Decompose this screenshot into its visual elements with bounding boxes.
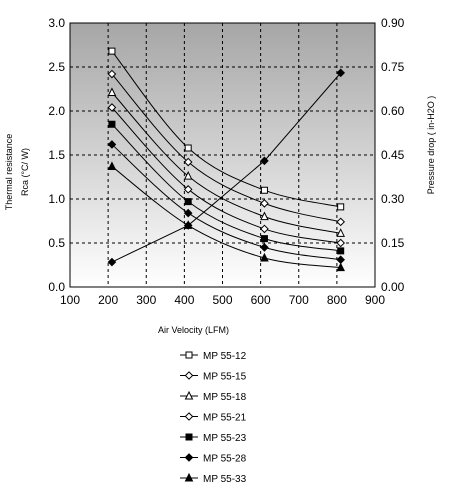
series-line-mp-55-18 [111,92,341,234]
series-line-mp-55-23 [111,123,341,252]
y2-tick-label: 0.00 [381,280,405,294]
y-tick-label: 1.0 [48,192,65,206]
pressure-drop-point [260,156,269,166]
y-tick-label: 3.0 [48,16,65,30]
data-point-mp-55-21 [107,103,117,112]
pressure-drop-point [183,221,193,230]
x-axis-label: Air Velocity (LFM) [158,325,229,335]
legend-label-mp-55-33: MP 55-33 [203,474,247,485]
x-tick-label: 800 [327,293,347,307]
y2-tick-label: 0.60 [381,104,405,118]
data-point-mp-55-18 [183,171,193,180]
y2-tick-label: 0.75 [381,60,405,74]
y-axis-label-line1: Thermal resistance [4,134,14,211]
x-tick-label: 400 [174,293,194,307]
data-point-mp-55-23 [184,198,192,206]
data-point-mp-55-23 [108,120,116,128]
legend-label-mp-55-12: MP 55-12 [203,351,247,362]
y2-tick-label: 0.45 [381,148,405,162]
data-point-mp-55-28 [183,208,193,218]
y2-tick-label: 0.90 [381,16,405,30]
legend-marker-mp-55-21 [184,412,194,421]
legend-label-mp-55-28: MP 55-28 [203,454,247,465]
data-point-mp-55-21 [260,224,269,234]
y2-axis-label: Pressure drop ( in-H2O ) [426,96,436,195]
y-tick-label: 2.5 [48,60,65,74]
data-point-mp-55-12 [337,203,345,211]
y-axis-label-line2: Rca (°C/ W) [20,148,30,196]
data-point-mp-55-15 [336,217,345,227]
x-tick-label: 100 [60,293,80,307]
data-point-mp-55-28 [107,140,117,149]
y2-tick-label: 0.15 [381,236,405,250]
data-point-mp-55-12 [108,47,116,55]
x-tick-label: 900 [365,293,385,307]
legend-marker-mp-55-28 [184,453,194,462]
pressure-drop-line [111,72,342,263]
data-point-mp-55-18 [260,211,269,221]
series-line-mp-55-15 [111,73,341,223]
legend-label-mp-55-15: MP 55-15 [203,372,247,383]
legend-marker-mp-55-12 [185,351,193,359]
x-tick-label: 200 [98,293,118,307]
pressure-drop-point [336,68,345,78]
legend-marker-mp-55-33 [184,472,194,482]
legend-marker-mp-55-15 [184,371,194,380]
y2-tick-label: 0.30 [381,192,405,206]
plot-frame [69,22,376,288]
data-point-mp-55-28 [260,243,269,252]
y-tick-label: 2.0 [48,104,65,118]
tick-labels: 100 200 300 400 500 600 700 800 900 0.0 0.5 1.0 1.5 2… [48,16,404,307]
series-line-mp-55-12 [111,50,341,208]
data-point-mp-55-18 [107,87,117,97]
series-line-mp-55-33 [111,166,341,269]
legend-marker-mp-55-18 [184,390,194,400]
legend-label-mp-55-23: MP 55-23 [203,433,247,444]
data-point-mp-55-12 [260,186,268,194]
data-point-mp-55-12 [184,144,192,152]
x-tick-label: 700 [289,293,309,307]
pressure-drop-point [107,257,117,267]
data-point-mp-55-18 [336,228,345,237]
data-point-mp-55-21 [183,185,193,194]
data-point-mp-55-33 [107,161,117,170]
data-point-mp-55-21 [336,238,345,248]
series-line-mp-55-28 [111,144,341,261]
y-tick-label: 1.5 [48,148,65,162]
legend: MP 55-12 MP 55-15 MP 55-18 MP 55-21 MP 55-23… [180,351,247,485]
data-point-mp-55-33 [260,252,269,262]
legend-marker-mp-55-23 [185,433,193,441]
data-point-mp-55-23 [337,247,345,255]
data-point-mp-55-15 [183,157,193,167]
legend-label-mp-55-21: MP 55-21 [203,413,247,424]
grid [70,23,375,287]
x-tick-label: 600 [251,293,271,307]
x-tick-label: 500 [212,293,232,307]
legend-label-mp-55-18: MP 55-18 [203,392,247,403]
y-tick-label: 0.0 [48,280,65,294]
data-point-mp-55-15 [107,69,117,79]
data-point-mp-55-33 [336,262,345,272]
y-tick-label: 0.5 [48,236,65,250]
series-lines [107,47,345,272]
x-tick-label: 300 [136,293,156,307]
data-point-mp-55-23 [260,235,268,243]
data-point-mp-55-15 [260,199,269,208]
series-line-mp-55-21 [111,107,341,244]
